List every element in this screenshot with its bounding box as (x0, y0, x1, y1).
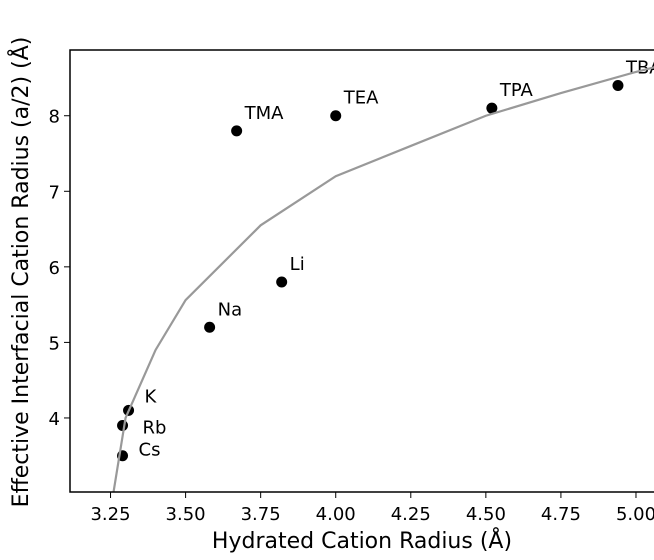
point (231, 125, 243, 137)
x-tick-label: 4.25 (391, 504, 431, 525)
point (117, 420, 129, 432)
plot-area: CsRbKNaLiTMATEATPATBA (112, 58, 654, 492)
y-tick-label: 7 (49, 182, 60, 203)
point (486, 102, 498, 114)
x-tick-label: 3.25 (90, 504, 130, 525)
y-tick-label: 6 (49, 258, 60, 279)
point-label: TMA (244, 103, 285, 124)
x-tick-label: 4.00 (316, 504, 356, 525)
point (612, 80, 624, 92)
x-axis-title: Hydrated Cation Radius (Å) (212, 527, 512, 554)
y-tick-label: 8 (49, 107, 60, 128)
x-tick-label: 5.00 (616, 504, 654, 525)
y-tick-label: 4 (49, 409, 60, 430)
x-tick-label: 4.50 (466, 504, 506, 525)
point-label: Na (218, 299, 243, 320)
point-label: K (145, 386, 158, 407)
point (276, 276, 288, 288)
point-label: TPA (499, 80, 534, 101)
x-tick-label: 4.75 (541, 504, 581, 525)
point-label: Rb (143, 418, 167, 439)
y-tick-label: 5 (49, 333, 60, 354)
point-label: Li (290, 254, 305, 275)
x-tick-label: 3.50 (166, 504, 206, 525)
axis-frame (69, 49, 654, 493)
point-label: TEA (343, 88, 379, 109)
point-label: Cs (139, 440, 161, 461)
point (204, 321, 216, 333)
x-tick-label: 3.75 (241, 504, 281, 525)
fit-curve (112, 66, 654, 492)
point (330, 110, 342, 122)
y-axis-title: Effective Interfacial Cation Radius (a/2… (7, 37, 34, 508)
